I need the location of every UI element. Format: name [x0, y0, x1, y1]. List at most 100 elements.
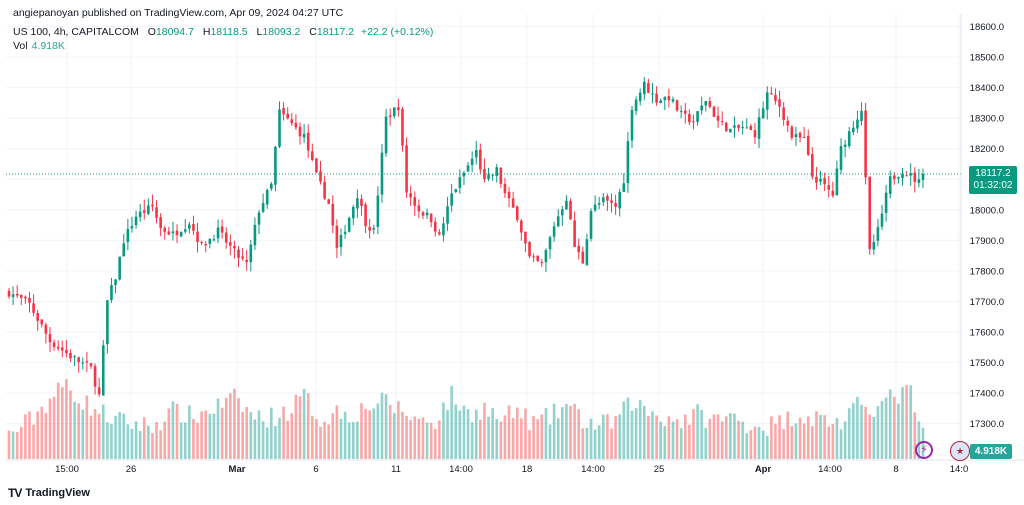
- candle-body: [802, 137, 806, 139]
- volume-bar: [794, 423, 798, 459]
- tradingview-logo[interactable]: TV TradingView: [8, 486, 90, 500]
- volume-bar: [897, 403, 900, 459]
- volume-bar: [474, 409, 478, 459]
- candle-body: [847, 131, 851, 147]
- volume-bar: [101, 404, 105, 459]
- candle-body: [745, 127, 749, 129]
- candle-body: [811, 154, 814, 177]
- volume-bar: [757, 426, 761, 459]
- volume-bar: [114, 415, 117, 459]
- candle-body: [675, 100, 679, 111]
- volume-bar: [204, 410, 208, 459]
- candle-body: [905, 175, 908, 177]
- volume-bars: [7, 379, 925, 459]
- open-value: 18094.7: [155, 26, 194, 38]
- candle-body: [524, 231, 527, 244]
- candle-body: [790, 126, 794, 138]
- volume-bar: [565, 404, 568, 459]
- volume-bar: [774, 423, 777, 459]
- candle-body: [872, 242, 876, 250]
- symbol-label: US 100, 4h, CAPITALCOM: [13, 26, 139, 38]
- candle-body: [19, 294, 23, 298]
- candle-body: [696, 111, 699, 122]
- volume-bar: [712, 414, 716, 459]
- candle-body: [782, 107, 785, 120]
- candle-body: [60, 347, 64, 351]
- volume-bar: [237, 398, 240, 459]
- candle-body: [216, 227, 220, 239]
- candle-body: [220, 226, 224, 233]
- volume-bar: [647, 415, 650, 459]
- ohlc-legend: US 100, 4h, CAPITALCOM O18094.7 H18118.5…: [13, 26, 433, 38]
- candle-body: [229, 242, 232, 246]
- volume-bar: [220, 407, 224, 459]
- candle-body: [831, 190, 835, 196]
- candle-body: [597, 203, 601, 205]
- candle-body: [585, 239, 589, 265]
- candle-body: [733, 125, 736, 128]
- time-tick-label: 15:00: [55, 464, 79, 475]
- candle-body: [89, 363, 93, 367]
- price-tick-label: 17800.0: [970, 266, 1004, 277]
- volume-bar: [884, 397, 888, 459]
- volume-bar: [806, 416, 810, 459]
- candle-body: [602, 197, 605, 203]
- candle-body: [101, 345, 105, 396]
- price-axis: 17300.0 17400.0 17500.0 17600.0 17700.0 17800…: [970, 22, 1004, 430]
- candle-body: [347, 217, 351, 232]
- candle-body: [893, 175, 896, 180]
- grid: [6, 14, 961, 460]
- volume-bar: [798, 417, 802, 459]
- candle-body: [749, 125, 753, 130]
- candle-body: [642, 81, 646, 95]
- volume-bar: [716, 414, 720, 459]
- candle-body: [319, 171, 322, 182]
- time-tick-label: 14:0: [950, 464, 969, 475]
- candle-body: [40, 319, 44, 325]
- candle-body: [515, 206, 519, 220]
- candle-body: [884, 192, 888, 213]
- volume-bar: [163, 421, 167, 459]
- change-value: +22.2 (+0.12%): [360, 26, 434, 38]
- candle-body: [552, 226, 556, 237]
- volume-bar: [683, 414, 687, 459]
- volume-bar: [270, 407, 273, 459]
- high-value: 18118.5: [210, 26, 248, 38]
- candle-body: [311, 151, 314, 160]
- volume-bar: [540, 414, 544, 459]
- candle-body: [171, 231, 175, 234]
- candle-body: [356, 198, 359, 209]
- candle-body: [683, 110, 687, 114]
- candle-body: [401, 109, 404, 146]
- us-flag-icon[interactable]: ★: [950, 441, 970, 461]
- candle-body: [265, 189, 269, 205]
- volume-bar: [487, 416, 490, 459]
- volume-bar: [319, 426, 322, 459]
- candle-body: [606, 196, 609, 201]
- volume-bar: [376, 403, 380, 459]
- volume-bar: [663, 426, 667, 459]
- candle-body: [65, 349, 68, 354]
- volume-bar: [872, 416, 876, 459]
- volume-bar: [454, 404, 458, 459]
- volume-bar: [421, 417, 425, 459]
- volume-bar: [122, 413, 126, 459]
- candle-body: [433, 221, 437, 232]
- candle-body: [626, 141, 630, 184]
- bolt-icon[interactable]: ⚡: [915, 441, 933, 459]
- volume-bar: [888, 389, 892, 459]
- candle-body: [24, 296, 27, 299]
- volume-bar: [642, 405, 646, 459]
- volume-bar: [372, 408, 376, 459]
- volume-bar: [155, 422, 158, 459]
- candle-body: [765, 92, 769, 110]
- candles: [7, 77, 925, 397]
- volume-bar: [524, 408, 527, 459]
- candle-body: [901, 173, 904, 179]
- volume-bar: [905, 385, 908, 459]
- volume-bar: [175, 403, 179, 459]
- candle-body: [712, 106, 716, 117]
- volume-bar: [24, 414, 27, 459]
- volume-bar: [438, 420, 441, 459]
